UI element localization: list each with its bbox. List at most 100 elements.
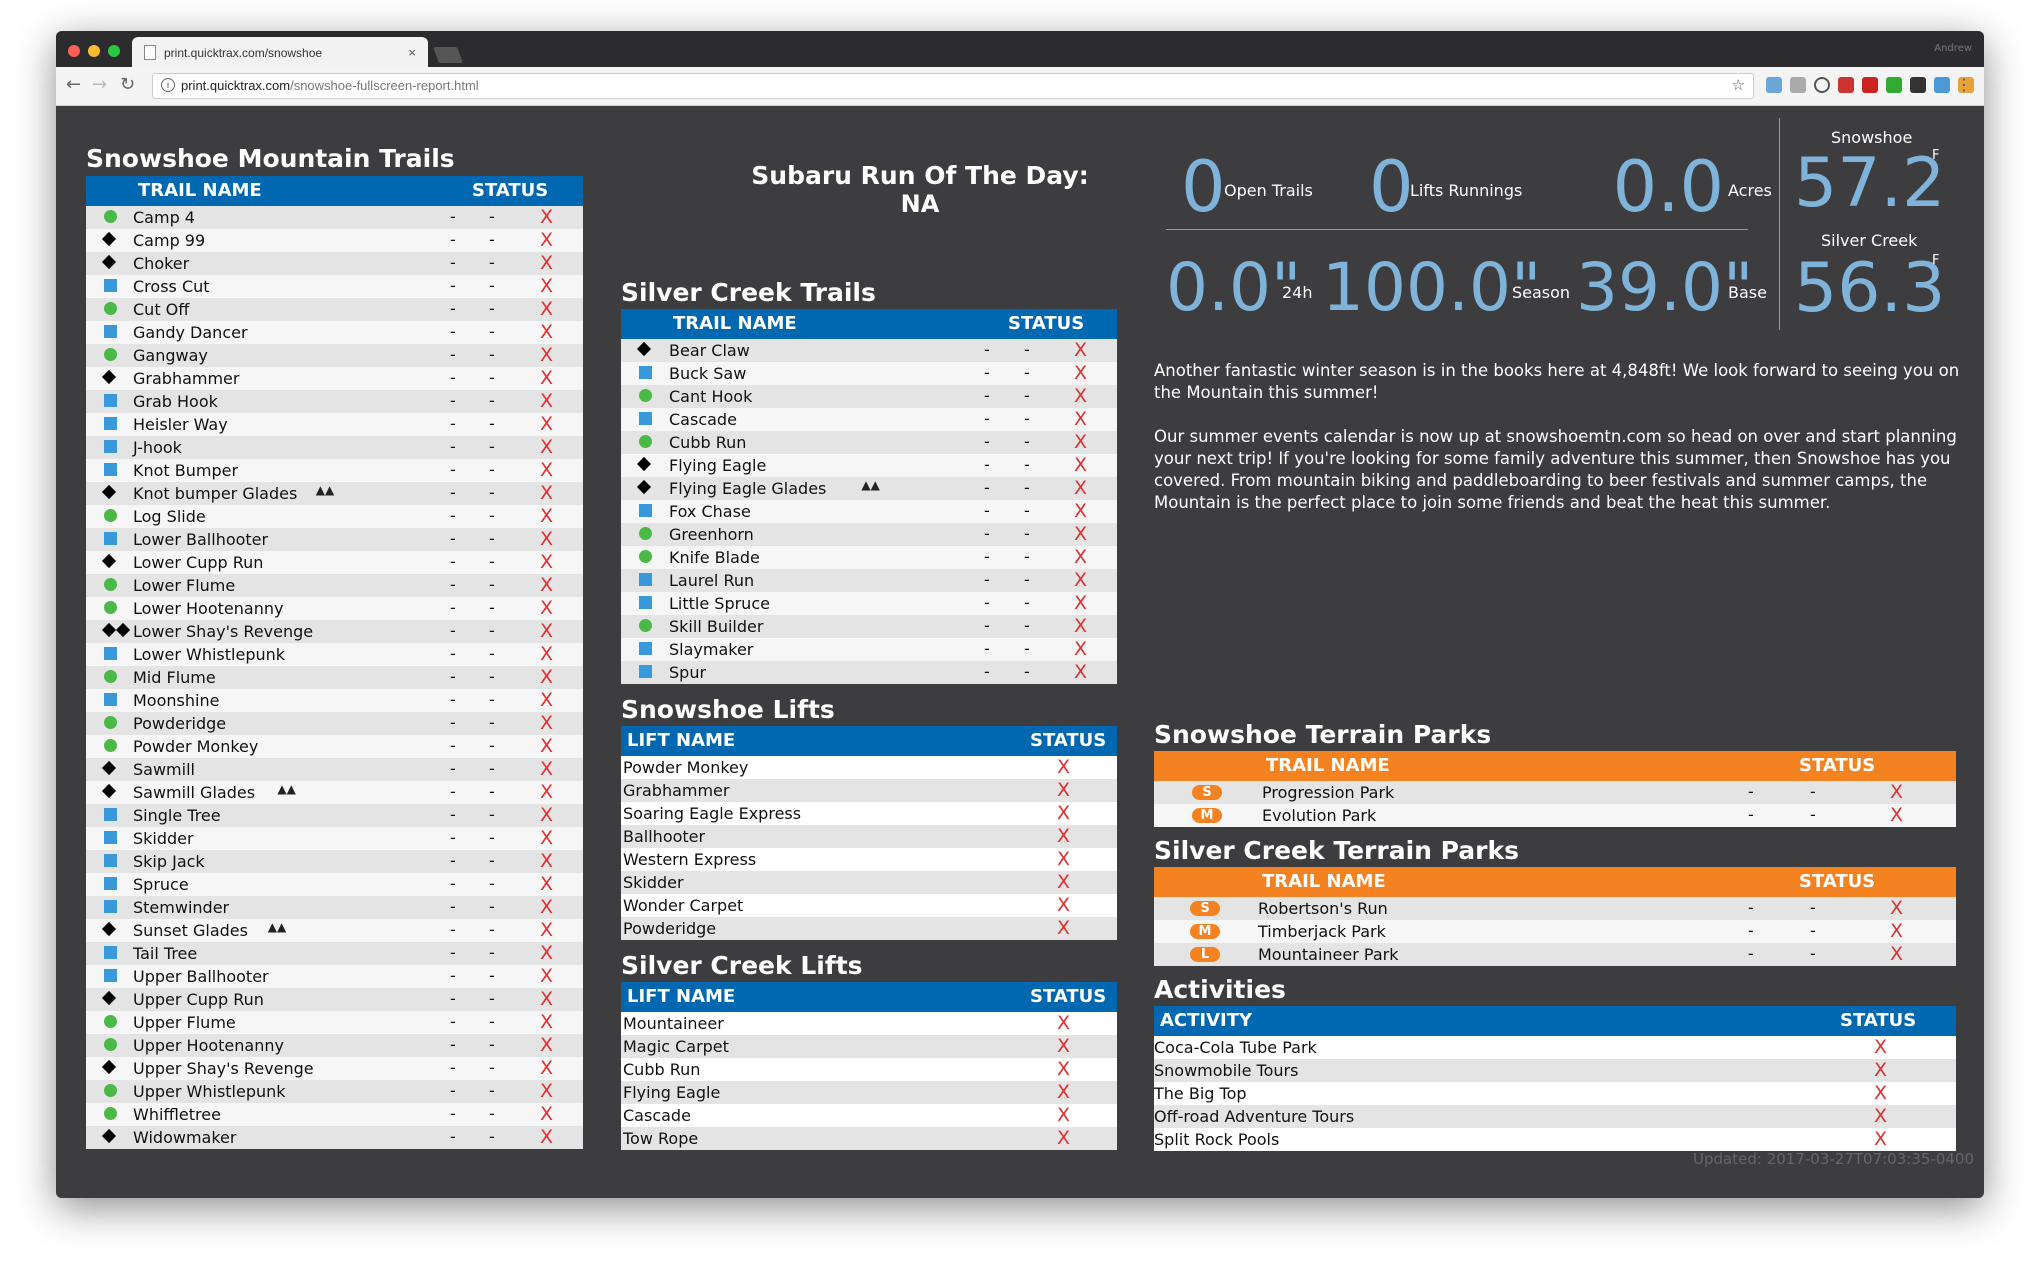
close-window-button[interactable] [68,45,80,57]
status-closed-icon: X [1057,1104,1071,1126]
snowshoe-lifts-table: LIFT NAME STATUS Powder Monkey X Grabhammer X… [621,726,1117,940]
row-value: - [450,920,456,939]
back-arrow-icon[interactable]: ← [66,74,82,95]
column-header-name: TRAIL NAME [1262,871,1386,892]
row-name: Robertson's Run [1258,899,1388,918]
table-row: Upper Cupp Run - - X [86,988,583,1011]
table-body: Coca-Cola Tube Park X Snowmobile Tours X The… [1154,1036,1956,1151]
table-row: Upper Whistlepunk - - X [86,1080,583,1103]
tab-close-icon[interactable]: × [408,45,416,60]
row-name: Lower Hootenanny [133,599,284,618]
menu-icon[interactable]: ⋮ [1956,75,1972,94]
row-name: Coca-Cola Tube Park [1154,1038,1317,1057]
table-row: Powderidge - - X [86,712,583,735]
circle-icon [104,302,117,315]
row-name: Bear Claw [669,341,750,360]
square-icon [639,642,652,655]
row-value: - [984,501,990,520]
table-row: S Robertson's Run - - X [1154,897,1956,920]
bookmark-star-icon[interactable]: ☆ [1731,77,1745,94]
address-bar[interactable]: i print.quicktrax.com/snowshoe-fullscree… [152,73,1754,99]
row-value: - [1024,478,1030,497]
status-closed-icon: X [540,551,554,573]
diamond-icon [101,990,117,1006]
snowshoe-trails-title: Snowshoe Mountain Trails [86,144,455,173]
row-value: - [450,1035,456,1054]
activities-title: Activities [1154,975,1286,1004]
row-name: Mountaineer Park [1258,945,1399,964]
row-name: Lower Ballhooter [133,530,269,549]
circle-icon [104,1015,117,1028]
table-row: Widowmaker - - X [86,1126,583,1149]
extension-icon[interactable] [1766,77,1782,93]
table-body: Bear Claw - - X Buck Saw - - X Cant Hook - - X Casca… [621,339,1117,684]
diamond-icon [636,456,652,472]
maximize-window-button[interactable] [108,45,120,57]
status-closed-icon: X [540,505,554,527]
description-text: Another fantastic winter season is in th… [1154,360,1974,536]
table-row: Upper Ballhooter - - X [86,965,583,988]
table-row: Skip Jack - - X [86,850,583,873]
table-row: Western Express X [621,848,1117,871]
camera-icon[interactable] [1790,77,1806,93]
extension-icon[interactable] [1886,77,1902,93]
table-row: Gandy Dancer - - X [86,321,583,344]
table-row: Fox Chase - - X [621,500,1117,523]
extension-icon[interactable] [1934,77,1950,93]
status-closed-icon: X [540,804,554,826]
row-value: - [984,455,990,474]
table-row: Lower Flume - - X [86,574,583,597]
table-row: Off-road Adventure Tours X [1154,1105,1956,1128]
extension-icon[interactable] [1838,77,1854,93]
minimize-window-button[interactable] [88,45,100,57]
run-of-day-title: Subaru Run Of The Day: [751,161,1089,190]
row-value: - [489,414,495,433]
open-trails-value: 0 [1181,146,1226,228]
profile-name[interactable]: Andrew [1934,43,1972,54]
square-icon [104,394,117,407]
park-size-badge: S [1192,785,1222,800]
row-value: - [450,230,456,249]
row-name: Flying Eagle [669,456,767,475]
table-header: LIFT NAME STATUS [621,726,1117,756]
square-icon [639,504,652,517]
reload-icon[interactable]: ↻ [120,74,136,95]
row-value: - [450,575,456,594]
table-row: Wonder Carpet X [621,894,1117,917]
row-value: - [984,386,990,405]
browser-tab[interactable]: print.quicktrax.com/snowshoe × [132,37,428,67]
status-closed-icon: X [1057,1012,1071,1034]
row-name: Skip Jack [133,852,205,871]
table-row: Whiffletree - - X [86,1103,583,1126]
row-name: Lower Flume [133,576,236,595]
row-value: - [450,828,456,847]
row-value: - [489,1035,495,1054]
row-value: - [489,1104,495,1123]
row-value: - [489,782,495,801]
row-value: - [450,414,456,433]
status-closed-icon: X [540,643,554,665]
silver-trails-title: Silver Creek Trails [621,278,876,307]
row-value: - [489,368,495,387]
table-row: Log Slide - - X [86,505,583,528]
new-tab-button[interactable] [433,47,463,63]
extension-icon[interactable] [1814,77,1830,93]
status-closed-icon: X [1074,431,1088,453]
row-value: - [489,483,495,502]
table-body: Mountaineer X Magic Carpet X Cubb Run X Flying… [621,1012,1117,1150]
row-name: Lower Cupp Run [133,553,264,572]
info-icon[interactable]: i [161,78,175,92]
shield-icon[interactable] [1862,77,1878,93]
row-name: Western Express [623,850,757,869]
extension-icon[interactable] [1958,77,1974,93]
status-closed-icon: X [540,367,554,389]
table-row: The Big Top X [1154,1082,1956,1105]
row-name: Tow Rope [623,1129,699,1148]
url-text: print.quicktrax.com/snowshoe-fullscreen-… [181,78,479,93]
snow-base-label: Base [1728,283,1767,302]
table-row: Sawmill Glades ▲▲ - - X [86,781,583,804]
table-row: Lower Shay's Revenge - - X [86,620,583,643]
status-closed-icon: X [1074,339,1088,361]
forward-arrow-icon[interactable]: → [92,74,108,95]
extension-icon[interactable] [1910,77,1926,93]
